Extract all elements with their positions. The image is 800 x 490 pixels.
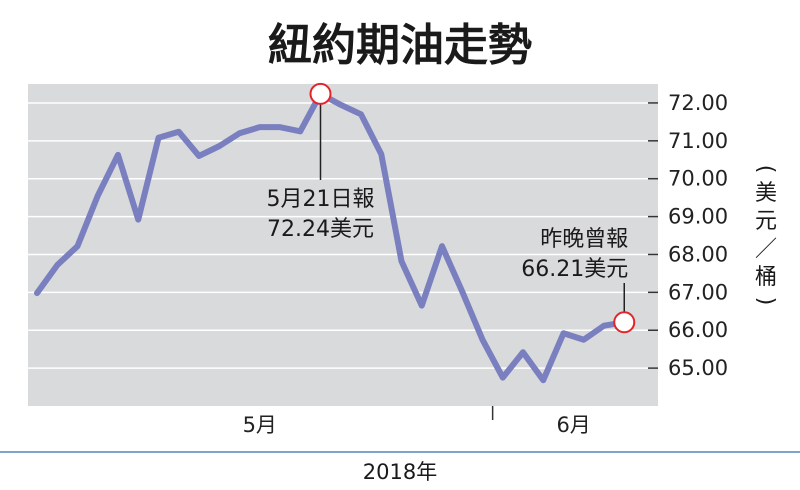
y-tick-label: 66.00 [668, 318, 728, 342]
y-tick-label: 68.00 [668, 242, 728, 266]
annotations: 5月21日報 72.24美元 昨晚曾報 66.21美元 [267, 82, 636, 334]
month-label: 5月 [243, 413, 277, 437]
unit-char: 桶 [755, 265, 777, 290]
y-tick-label: 71.00 [668, 129, 728, 153]
y-tick-label: 65.00 [668, 356, 728, 380]
unit-char: 美 [755, 181, 777, 206]
x-axis-months: 5月 6月 [243, 406, 591, 437]
annotation-text: 66.21美元 [521, 257, 628, 282]
unit-char: ) [753, 297, 778, 306]
y-tick-label: 72.00 [668, 91, 728, 115]
annotation-text: 昨晚曾報 [540, 227, 628, 252]
annotation-text: 5月21日報 [267, 187, 375, 212]
highlight-marker [613, 311, 636, 334]
x-axis-year-label: 2018年 [363, 460, 437, 484]
annotation-text: 72.24美元 [267, 217, 374, 242]
unit-char: ( [753, 165, 778, 174]
price-series-line [34, 90, 628, 384]
unit-char: 元 [755, 209, 777, 234]
y-axis-unit-label: ( 美元 ／ 桶) [753, 165, 778, 306]
y-axis-ticks: 72.00 71.00 70.00 69.00 68.00 67.00 66.00 65.00 [648, 91, 728, 380]
y-tick-label: 70.00 [668, 167, 728, 191]
highlight-marker [309, 82, 332, 105]
month-label: 6月 [556, 413, 590, 437]
gridlines [28, 102, 658, 369]
unit-char: ／ [755, 237, 777, 262]
y-tick-label: 67.00 [668, 280, 728, 304]
y-tick-label: 69.00 [668, 205, 728, 229]
chart-title: 紐約期油走勢 [268, 20, 532, 71]
